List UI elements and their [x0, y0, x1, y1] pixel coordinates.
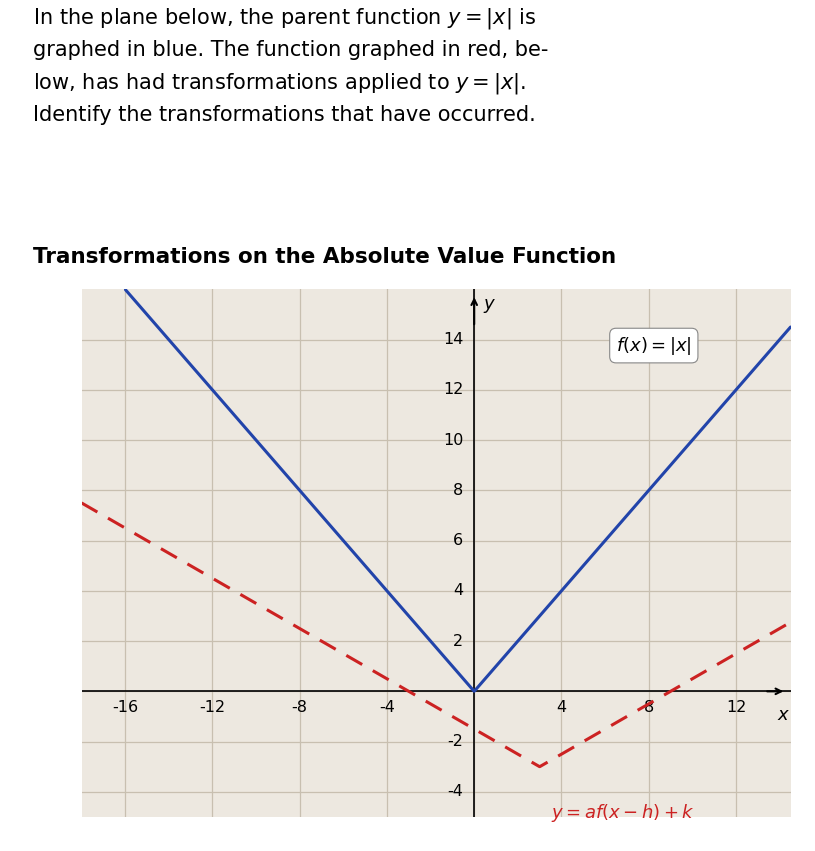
- Text: 12: 12: [443, 382, 463, 397]
- Text: 6: 6: [453, 533, 463, 548]
- Text: -8: -8: [292, 700, 308, 715]
- Text: 14: 14: [443, 332, 463, 347]
- Text: -2: -2: [447, 734, 463, 749]
- Text: -4: -4: [447, 785, 463, 799]
- Text: 4: 4: [557, 700, 566, 715]
- Text: $x$: $x$: [778, 706, 791, 724]
- Text: 8: 8: [453, 483, 463, 498]
- Text: $f(x) = |x|$: $f(x) = |x|$: [616, 334, 692, 357]
- Text: -16: -16: [112, 700, 139, 715]
- Text: $y$: $y$: [483, 297, 496, 315]
- Text: 4: 4: [453, 583, 463, 598]
- Text: 12: 12: [726, 700, 747, 715]
- Text: -4: -4: [379, 700, 395, 715]
- Text: In the plane below, the parent function $y=|x|$ is
graphed in blue. The function: In the plane below, the parent function …: [33, 6, 548, 125]
- Text: Transformations on the Absolute Value Function: Transformations on the Absolute Value Fu…: [33, 247, 615, 266]
- Text: 10: 10: [443, 432, 463, 448]
- Text: -12: -12: [200, 700, 226, 715]
- Text: 2: 2: [453, 634, 463, 648]
- Text: 8: 8: [644, 700, 654, 715]
- Text: $y = af(x - h) + k$: $y = af(x - h) + k$: [551, 802, 694, 824]
